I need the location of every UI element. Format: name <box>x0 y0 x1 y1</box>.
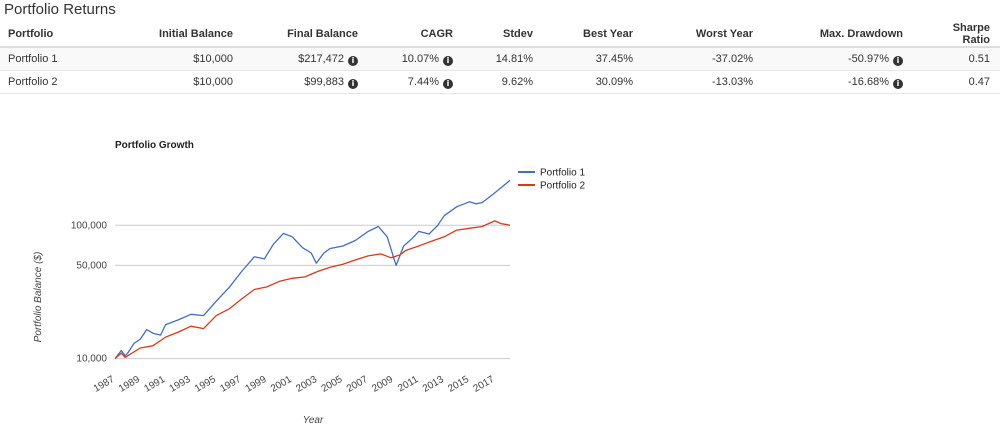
y-tick-label: 50,000 <box>76 260 107 271</box>
col-max-drawdown: Max. Drawdown <box>763 22 913 48</box>
table-row: Portfolio 1 $10,000 $217,472 i 10.07% i 14… <box>0 47 1000 71</box>
col-initial-balance: Initial Balance <box>128 22 243 48</box>
col-worst-year: Worst Year <box>643 22 763 48</box>
legend-entry: Portfolio 2 <box>540 181 585 192</box>
cell-best-year: 37.45% <box>543 47 643 71</box>
x-tick-label: 2017 <box>472 374 497 395</box>
cell-sharpe-ratio: 0.47 <box>913 70 1000 94</box>
series-line-portfolio-1 <box>114 179 511 359</box>
cell-sharpe-ratio: 0.51 <box>913 47 1000 71</box>
x-tick-label: 2005 <box>320 374 345 395</box>
y-tick-label: 100,000 <box>71 220 108 231</box>
col-best-year: Best Year <box>543 22 643 48</box>
col-portfolio: Portfolio <box>0 22 128 48</box>
info-icon[interactable]: i <box>348 55 358 66</box>
x-tick-label: 2003 <box>294 374 319 395</box>
x-tick-label: 1999 <box>244 374 269 395</box>
cell-final-balance: $217,472 i <box>243 47 368 71</box>
cell-portfolio: Portfolio 2 <box>0 70 128 94</box>
cagr-value: 10.07% <box>401 52 439 65</box>
col-cagr: CAGR <box>368 22 463 48</box>
max-drawdown-value: -16.68% <box>848 75 889 88</box>
table-row: Portfolio 2 $10,000 $99,883 i 7.44% i 9.62… <box>0 70 1000 94</box>
x-tick-label: 2007 <box>345 374 370 395</box>
cell-worst-year: -37.02% <box>643 47 763 71</box>
cell-portfolio: Portfolio 1 <box>0 47 128 71</box>
cell-max-drawdown: -16.68% i <box>763 70 913 94</box>
info-icon[interactable]: i <box>443 55 453 66</box>
y-axis-ticks: 10,000 50,000 100,000 <box>71 220 108 364</box>
final-balance-value: $99,883 <box>304 75 344 88</box>
cell-best-year: 30.09% <box>543 70 643 94</box>
chart-legend: Portfolio 1 Portfolio 2 <box>518 168 585 192</box>
x-tick-label: 1997 <box>218 374 243 395</box>
portfolio-growth-chart: Portfolio Growth 10,000 50,000 100,000 198… <box>33 140 585 426</box>
x-tick-label: 1991 <box>142 374 167 395</box>
x-axis-ticks: 1987 1989 1991 1993 1995 1997 1999 2001 2003 2005… <box>92 374 497 395</box>
col-final-balance: Final Balance <box>243 22 368 48</box>
legend-entry: Portfolio 1 <box>540 168 585 179</box>
x-tick-label: 1995 <box>193 374 218 395</box>
y-tick-label: 10,000 <box>76 354 107 365</box>
col-sharpe-ratio: Sharpe Ratio <box>913 22 1000 48</box>
info-icon[interactable]: i <box>893 78 903 89</box>
portfolio-returns-table: Portfolio Initial Balance Final Balance … <box>0 22 1000 94</box>
info-icon[interactable]: i <box>443 78 453 89</box>
cell-initial-balance: $10,000 <box>128 47 243 71</box>
x-tick-label: 2015 <box>446 374 471 395</box>
x-tick-label: 1987 <box>92 374 117 395</box>
cell-worst-year: -13.03% <box>643 70 763 94</box>
col-stdev: Stdev <box>463 22 543 48</box>
final-balance-value: $217,472 <box>298 52 344 65</box>
cell-cagr: 7.44% i <box>368 70 463 94</box>
cell-cagr: 10.07% i <box>368 47 463 71</box>
chart-grid <box>115 224 510 360</box>
x-tick-label: 2011 <box>396 374 421 394</box>
x-tick-label: 2001 <box>269 374 294 395</box>
x-tick-label: 1989 <box>117 374 142 395</box>
page-title: Portfolio Returns <box>4 1 116 18</box>
cell-initial-balance: $10,000 <box>128 70 243 94</box>
chart-series <box>114 179 511 360</box>
y-axis-label: Portfolio Balance ($) <box>33 252 44 343</box>
info-icon[interactable]: i <box>348 78 358 89</box>
cagr-value: 7.44% <box>407 75 439 88</box>
cell-stdev: 9.62% <box>463 70 543 94</box>
chart-title: Portfolio Growth <box>115 140 194 151</box>
max-drawdown-value: -50.97% <box>848 52 889 65</box>
info-icon[interactable]: i <box>893 55 903 66</box>
x-tick-label: 1993 <box>168 374 193 395</box>
table-header-row: Portfolio Initial Balance Final Balance … <box>0 22 1000 48</box>
x-axis-label: Year <box>303 415 324 426</box>
cell-final-balance: $99,883 i <box>243 70 368 94</box>
series-line-portfolio-2 <box>114 220 511 360</box>
x-tick-label: 2013 <box>421 374 446 395</box>
cell-stdev: 14.81% <box>463 47 543 71</box>
x-tick-label: 2009 <box>370 374 395 395</box>
cell-max-drawdown: -50.97% i <box>763 47 913 71</box>
